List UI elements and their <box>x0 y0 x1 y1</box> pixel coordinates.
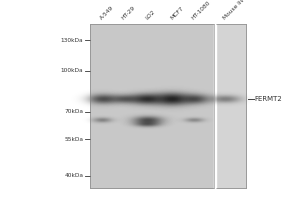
Text: 55kDa: 55kDa <box>64 137 83 142</box>
Text: A-549: A-549 <box>99 5 115 21</box>
Text: HT-1080: HT-1080 <box>191 0 212 21</box>
Text: FERMT2: FERMT2 <box>254 96 282 102</box>
FancyBboxPatch shape <box>216 24 246 188</box>
FancyBboxPatch shape <box>90 24 214 188</box>
Text: 130kDa: 130kDa <box>61 38 83 43</box>
Text: HT-29: HT-29 <box>121 5 136 21</box>
Text: 40kDa: 40kDa <box>64 173 83 178</box>
Text: 100kDa: 100kDa <box>61 68 83 73</box>
Text: MCF7: MCF7 <box>169 6 184 21</box>
Text: Mouse liver: Mouse liver <box>222 0 250 21</box>
Text: LO2: LO2 <box>144 9 156 21</box>
Text: 70kDa: 70kDa <box>64 109 83 114</box>
